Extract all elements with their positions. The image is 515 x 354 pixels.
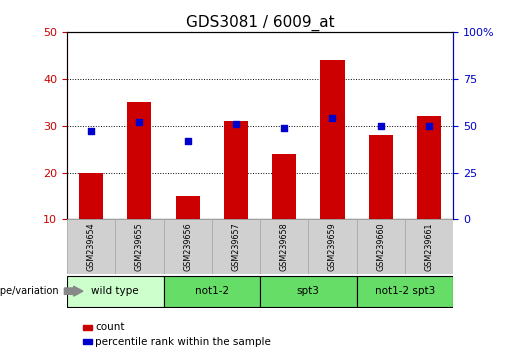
Text: spt3: spt3: [297, 286, 320, 296]
Bar: [115, 219, 163, 274]
Text: GSM239659: GSM239659: [328, 223, 337, 271]
Text: wild type: wild type: [92, 286, 139, 296]
Text: GSM239658: GSM239658: [280, 223, 289, 271]
Text: percentile rank within the sample: percentile rank within the sample: [95, 337, 271, 347]
Bar: [405, 219, 453, 274]
Bar: [320, 60, 345, 219]
Point: [87, 129, 95, 134]
Bar: [369, 135, 393, 219]
Text: count: count: [95, 322, 125, 332]
Point: [280, 125, 288, 130]
Bar: [224, 121, 248, 219]
Point: [425, 123, 433, 129]
Title: GDS3081 / 6009_at: GDS3081 / 6009_at: [186, 14, 334, 30]
Text: not1-2 spt3: not1-2 spt3: [375, 286, 435, 296]
Bar: [79, 172, 103, 219]
Text: GSM239657: GSM239657: [231, 223, 241, 271]
Bar: [417, 116, 441, 219]
Point: [183, 138, 192, 143]
Text: GSM239656: GSM239656: [183, 223, 192, 271]
Bar: [356, 219, 405, 274]
Bar: [212, 219, 260, 274]
Text: GSM239660: GSM239660: [376, 223, 385, 271]
Point: [232, 121, 240, 127]
Bar: [67, 276, 163, 307]
Bar: [272, 154, 296, 219]
Point: [329, 115, 337, 121]
Bar: [356, 276, 453, 307]
Bar: [67, 219, 115, 274]
Text: GSM239661: GSM239661: [424, 223, 434, 271]
Bar: [163, 276, 260, 307]
Bar: [127, 102, 151, 219]
Bar: [163, 219, 212, 274]
Point: [135, 119, 144, 125]
Text: not1-2: not1-2: [195, 286, 229, 296]
Text: GSM239654: GSM239654: [87, 223, 96, 271]
Bar: [308, 219, 356, 274]
Bar: [260, 219, 308, 274]
Bar: [260, 276, 356, 307]
Point: [376, 123, 385, 129]
Bar: [176, 196, 200, 219]
Text: GSM239655: GSM239655: [135, 223, 144, 271]
Text: genotype/variation: genotype/variation: [0, 286, 59, 296]
